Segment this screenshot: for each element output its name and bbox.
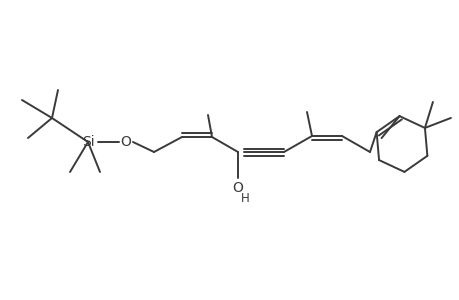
Text: O: O xyxy=(232,181,243,195)
Text: H: H xyxy=(240,191,249,205)
Text: O: O xyxy=(120,135,131,149)
Text: Si: Si xyxy=(82,135,94,149)
